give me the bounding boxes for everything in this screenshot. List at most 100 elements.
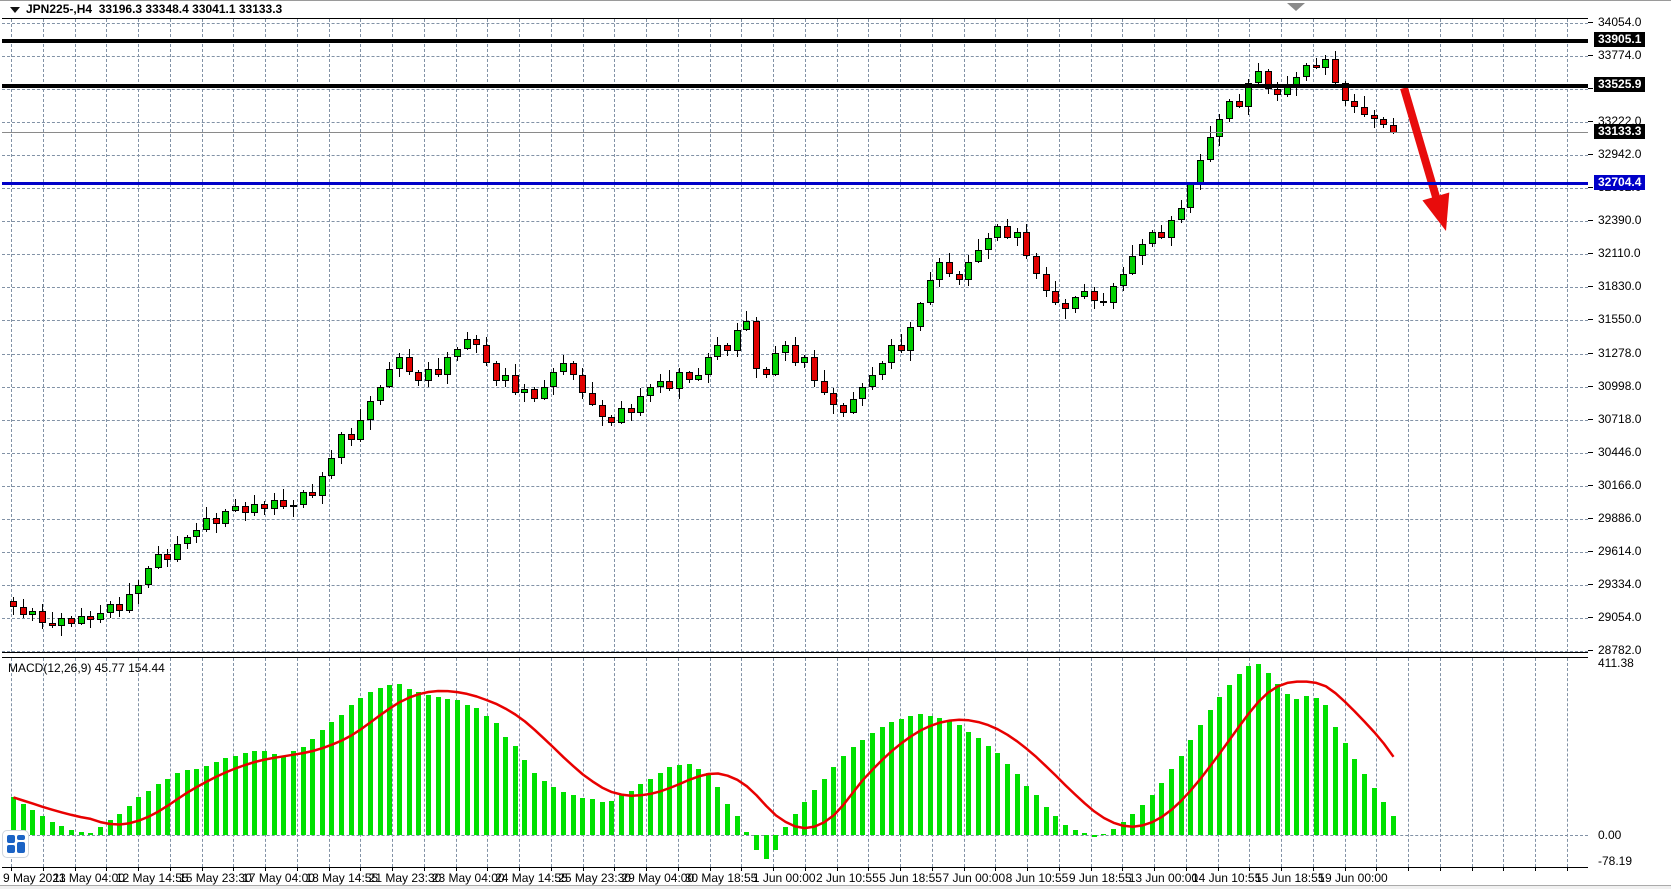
candlestick <box>714 345 722 357</box>
macd-histogram-bar <box>1140 804 1146 835</box>
vertical-gridline <box>1471 19 1473 652</box>
macd-histogram-bar <box>1207 710 1213 835</box>
macd-histogram-bar <box>1294 699 1300 835</box>
price-axis[interactable]: 34054.033774.033494.033222.032942.032662… <box>1588 1 1671 885</box>
macd-histogram-bar <box>1304 696 1310 835</box>
current-price-line[interactable] <box>2 132 1588 134</box>
price-tick-mark <box>1588 517 1593 519</box>
time-tick-label: 24 May 14:55 <box>495 871 568 885</box>
logo-square-icon <box>17 842 25 853</box>
macd-histogram-bar <box>97 826 103 835</box>
vertical-gridline <box>1058 658 1060 867</box>
time-axis[interactable]: 9 May 2023 11 May 04:00 12 May 14:55 15 May… <box>2 867 1588 885</box>
candlestick <box>1158 231 1166 238</box>
candlestick <box>212 517 220 524</box>
candlestick-pane[interactable] <box>2 18 1588 653</box>
vertical-gridline <box>1408 658 1409 867</box>
one-click-trading-dropdown-icon[interactable] <box>10 7 20 13</box>
macd-histogram-bar <box>1313 697 1319 835</box>
candlestick <box>1264 71 1272 89</box>
time-tick-mark <box>1027 867 1028 871</box>
horizontal-line-blue[interactable] <box>2 182 1588 186</box>
macd-histogram-bar <box>281 755 287 835</box>
candlestick <box>1245 83 1253 107</box>
candle-wick <box>1315 58 1317 69</box>
price-tick-mark <box>1588 286 1593 288</box>
macd-histogram-bar <box>609 800 615 835</box>
macd-histogram-bar <box>348 705 354 835</box>
candlestick <box>367 401 375 421</box>
candlestick <box>608 416 616 423</box>
candlestick <box>560 362 568 373</box>
vertical-gridline <box>328 658 330 867</box>
chart-shift-marker-icon[interactable] <box>1287 3 1305 11</box>
horizontal-gridline <box>2 56 1588 58</box>
candlestick <box>1013 231 1021 238</box>
candlestick <box>1168 220 1175 238</box>
macd-histogram-bar <box>744 831 750 835</box>
time-tick-mark <box>677 867 679 871</box>
macd-histogram-bar <box>242 753 248 835</box>
candlestick <box>1351 100 1359 107</box>
vertical-gridline <box>677 19 679 652</box>
vertical-gridline <box>646 658 647 867</box>
macd-indicator-pane[interactable]: MACD(12,26,9) 45.77 154.44 <box>2 657 1588 868</box>
vertical-gridline <box>455 19 457 652</box>
macd-histogram-bar <box>725 803 731 835</box>
downtrend-arrow[interactable] <box>2 19 1588 654</box>
macd-histogram-bar <box>889 722 895 835</box>
vertical-gridline <box>1408 19 1409 652</box>
price-tick-label: 31830.0 <box>1598 279 1642 294</box>
candlestick <box>260 503 268 510</box>
time-tick-mark <box>1058 867 1060 871</box>
vertical-gridline <box>392 19 393 652</box>
macd-histogram-bar <box>377 687 383 835</box>
horizontal-line-black[interactable] <box>2 38 1588 43</box>
candlestick <box>386 368 394 387</box>
macd-histogram-bar <box>676 764 682 835</box>
candlestick <box>550 372 558 387</box>
vertical-gridline <box>804 658 806 867</box>
time-tick-mark <box>392 867 393 871</box>
vertical-gridline <box>1027 658 1028 867</box>
macd-histogram-bar <box>1130 814 1136 835</box>
horizontal-gridline <box>2 221 1588 223</box>
macd-histogram-bar <box>1352 758 1358 835</box>
vertical-gridline <box>360 19 362 652</box>
macd-histogram-bar <box>483 715 489 835</box>
candlestick <box>434 368 442 375</box>
vertical-gridline <box>296 19 298 652</box>
time-tick-mark <box>1408 867 1409 871</box>
candlestick <box>579 374 587 393</box>
macd-histogram-bar <box>1004 763 1010 835</box>
price-tick-label: 32942.0 <box>1598 147 1642 162</box>
macd-axis-label: 411.38 <box>1598 656 1634 670</box>
candlestick <box>318 476 326 497</box>
candlestick <box>1100 301 1108 304</box>
price-tick-label: 30446.0 <box>1598 444 1642 459</box>
time-tick-label: 13 Jun 00:00 <box>1128 871 1199 885</box>
time-tick-mark <box>1312 867 1314 871</box>
candlestick <box>801 357 809 363</box>
candlestick <box>1361 106 1368 116</box>
candle-wick <box>1103 292 1105 307</box>
candlestick <box>309 491 317 497</box>
time-tick-mark <box>233 867 235 871</box>
macd-histogram-bar <box>1072 829 1078 835</box>
vertical-gridline <box>1503 19 1505 652</box>
candlestick <box>154 553 162 568</box>
macd-histogram-bar <box>1265 672 1271 835</box>
horizontal-line-black[interactable] <box>2 83 1588 88</box>
macd-histogram-bar <box>184 770 190 835</box>
candlestick <box>67 617 75 624</box>
time-tick-mark <box>1535 867 1536 871</box>
macd-histogram-bar <box>1284 693 1290 835</box>
macd-histogram-bar <box>1043 806 1049 835</box>
time-tick-label: 18 May 14:55 <box>305 871 379 885</box>
time-tick-mark <box>900 867 901 871</box>
symbol-info-bar: JPN225-,H4 33196.3 33348.4 33041.1 33133… <box>2 1 1588 17</box>
macd-histogram-bar <box>155 783 161 835</box>
macd-histogram-bar <box>840 756 846 835</box>
candlestick <box>1148 231 1156 244</box>
vertical-gridline <box>582 19 584 652</box>
